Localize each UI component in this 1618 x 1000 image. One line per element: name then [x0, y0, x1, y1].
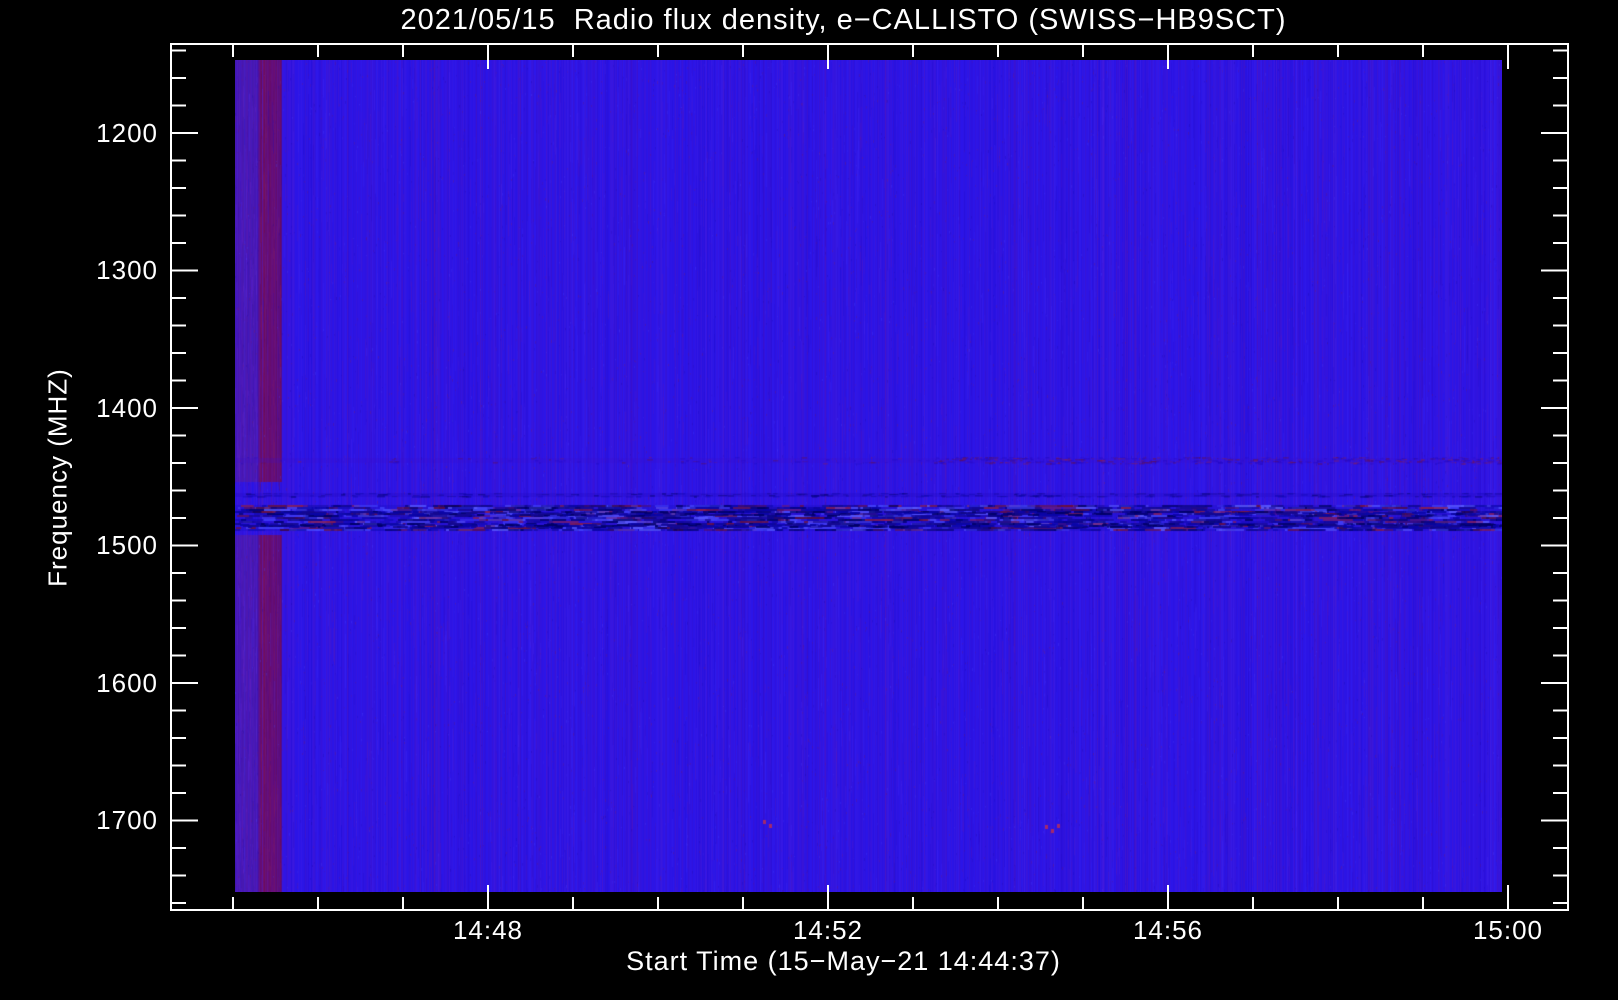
x-tick-label-14:52: 14:52 [792, 915, 864, 945]
y-tick-label-1400: 1400 [96, 393, 158, 423]
x-tick-label-14:48: 14:48 [452, 915, 524, 945]
y-tick-label-1700: 1700 [96, 805, 158, 835]
y-tick-label-1200: 1200 [96, 118, 158, 148]
x-axis-title: Start Time (15−May−21 14:44:37) [626, 946, 1061, 976]
y-tick-label-1500: 1500 [96, 530, 158, 560]
x-tick-label-14:56: 14:56 [1132, 915, 1204, 945]
y-tick-label-1300: 1300 [96, 255, 158, 285]
y-tick-label-1600: 1600 [96, 668, 158, 698]
spectrogram-image [235, 60, 1502, 892]
chart-title: 2021/05/15 Radio flux density, e−CALLIST… [400, 4, 1287, 36]
x-tick-label-15:00: 15:00 [1472, 915, 1544, 945]
y-axis-title: Frequency (MHZ) [42, 368, 73, 587]
